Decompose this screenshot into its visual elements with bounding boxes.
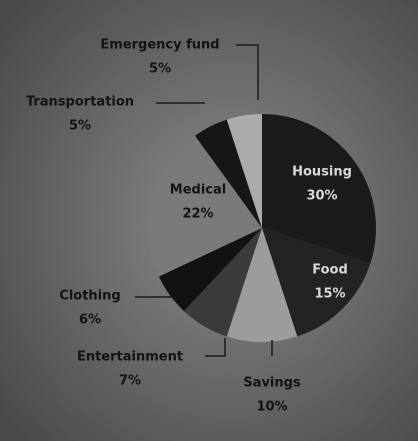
- slice-label: Emergency fund: [100, 38, 219, 53]
- slice-value-label: 5%: [149, 62, 171, 77]
- leader-line: [236, 44, 259, 100]
- slice-value-label: 7%: [119, 374, 141, 389]
- slice-value-label: 22%: [182, 207, 213, 222]
- pie-slice: [158, 228, 262, 312]
- slice-label: Savings: [243, 376, 301, 391]
- slice-value-label: 30%: [306, 189, 337, 204]
- leader-line: [205, 338, 226, 357]
- pie-slice: [194, 119, 262, 228]
- slice-value-label: 6%: [79, 313, 101, 328]
- slice-label: Entertainment: [77, 350, 183, 365]
- slice-label: Housing: [292, 165, 352, 180]
- slice-value-label: 5%: [69, 119, 91, 134]
- slice-label: Clothing: [59, 289, 120, 304]
- slice-value-label: 15%: [314, 287, 345, 302]
- pie-slice: [226, 228, 298, 343]
- slice-label: Transportation: [26, 95, 134, 110]
- slice-label: Food: [312, 263, 348, 278]
- pie-slice: [226, 114, 262, 228]
- pie-slice: [148, 135, 262, 277]
- pie-slice: [262, 114, 377, 264]
- pie-slice: [183, 228, 262, 337]
- slice-label: Medical: [170, 183, 226, 198]
- slice-value-label: 10%: [256, 400, 287, 415]
- pie-slice: [262, 228, 371, 337]
